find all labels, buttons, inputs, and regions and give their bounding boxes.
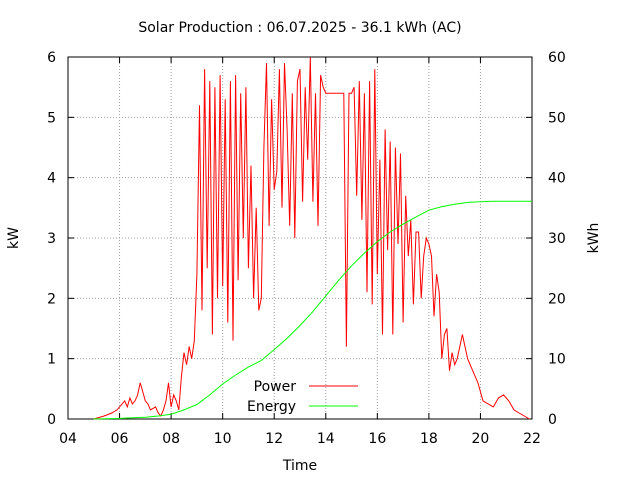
grid bbox=[68, 57, 532, 419]
axis-ticks bbox=[67, 56, 533, 420]
y-left-tick-label: 2 bbox=[47, 291, 56, 307]
x-tick-label: 20 bbox=[472, 431, 490, 447]
y-right-tick-label: 60 bbox=[548, 50, 566, 66]
chart-title: Solar Production : 06.07.2025 - 36.1 kWh… bbox=[138, 20, 461, 36]
y-left-tick-label: 6 bbox=[47, 50, 56, 66]
x-tick-label: 08 bbox=[162, 431, 180, 447]
y-left-tick-label: 5 bbox=[47, 110, 56, 126]
x-tick-label: 06 bbox=[111, 431, 129, 447]
y-right-tick-label: 0 bbox=[548, 412, 557, 428]
series-energy-line bbox=[93, 200, 532, 420]
y-axis-left-label: kW bbox=[6, 227, 22, 249]
y-right-tick-label: 40 bbox=[548, 171, 566, 187]
x-tick-label: 10 bbox=[214, 431, 232, 447]
x-tick-label: 12 bbox=[265, 431, 283, 447]
x-tick-label: 04 bbox=[59, 431, 77, 447]
y-left-tick-label: 0 bbox=[47, 412, 56, 428]
x-tick-label: 22 bbox=[523, 431, 541, 447]
x-tick-label: 16 bbox=[368, 431, 386, 447]
x-axis-label: Time bbox=[282, 458, 317, 474]
legend: Power Energy bbox=[247, 379, 358, 415]
legend-label-energy: Energy bbox=[247, 399, 296, 415]
y-axis-right-label: kWh bbox=[586, 223, 602, 254]
y-right-tick-label: 30 bbox=[548, 231, 566, 247]
x-tick-label: 14 bbox=[317, 431, 335, 447]
series-power-line bbox=[93, 56, 530, 420]
x-tick-label: 18 bbox=[420, 431, 438, 447]
y-right-tick-label: 20 bbox=[548, 291, 566, 307]
y-right-tick-label: 10 bbox=[548, 352, 566, 368]
y-left-tick-label: 3 bbox=[47, 231, 56, 247]
legend-label-power: Power bbox=[254, 379, 297, 395]
y-left-tick-label: 4 bbox=[47, 171, 56, 187]
y-left-tick-label: 1 bbox=[47, 352, 56, 368]
y-right-tick-label: 50 bbox=[548, 110, 566, 126]
